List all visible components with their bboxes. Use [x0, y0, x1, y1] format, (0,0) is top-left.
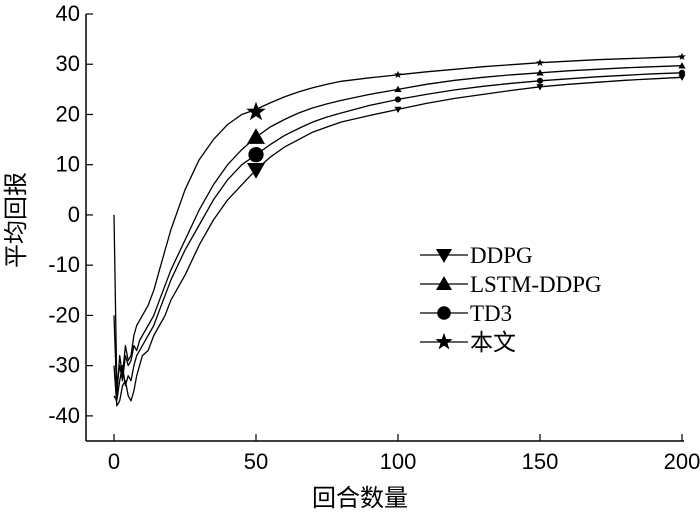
y-tick-label: -10 [48, 252, 80, 277]
marker-large-2 [248, 147, 264, 163]
marker-small-3 [678, 52, 686, 60]
marker-large-1 [247, 128, 265, 144]
y-tick-label: 40 [56, 1, 80, 26]
x-tick-label: 200 [664, 449, 700, 474]
legend-label-2: TD3 [470, 301, 512, 326]
y-ticks: -40 -30 -20 -10 0 10 20 30 40 [48, 1, 93, 428]
x-tick-label: 100 [380, 449, 417, 474]
legend-marker-3 [435, 332, 453, 350]
y-tick-label: 0 [68, 202, 80, 227]
y-tick-label: -40 [48, 403, 80, 428]
marker-small-2 [678, 69, 686, 76]
series-line-3 [113, 56, 683, 397]
x-tick-label: 50 [244, 449, 268, 474]
marker-small-1 [394, 85, 402, 93]
y-tick-label: -30 [48, 353, 80, 378]
y-axis-title: 平均回报 [2, 172, 30, 268]
series-line-0 [113, 76, 683, 407]
marker-small-2 [536, 77, 544, 84]
markers [246, 52, 686, 179]
marker-small-3 [394, 70, 402, 79]
y-tick-label: 30 [56, 51, 80, 76]
series-line-1 [113, 65, 683, 387]
series-lines [113, 56, 683, 407]
series-line-2 [113, 72, 683, 402]
y-tick-label: -20 [48, 302, 80, 327]
legend-label-3: 本文 [470, 330, 516, 355]
axes [85, 14, 684, 442]
legend: DDPG LSTM-DDPG TD3 本文 [420, 243, 602, 355]
legend-marker-1 [436, 276, 452, 290]
marker-small-1 [678, 62, 686, 69]
x-ticks: 0 50 100 150 200 [108, 434, 700, 474]
marker-small-1 [536, 69, 544, 76]
marker-small-0 [536, 84, 544, 91]
marker-large-0 [247, 162, 265, 179]
y-tick-label: 20 [56, 101, 80, 126]
marker-small-0 [678, 74, 686, 81]
legend-label-1: LSTM-DDPG [470, 272, 602, 297]
legend-label-0: DDPG [470, 243, 533, 268]
y-tick-label: 10 [56, 152, 80, 177]
marker-small-2 [394, 96, 402, 103]
marker-small-3 [536, 58, 544, 67]
marker-large-3 [246, 101, 266, 121]
marker-small-0 [394, 106, 402, 114]
x-tick-label: 0 [108, 449, 120, 474]
legend-marker-2 [437, 306, 451, 320]
x-tick-label: 150 [522, 449, 559, 474]
legend-marker-0 [436, 249, 452, 263]
x-axis-title: 回合数量 [312, 484, 408, 512]
